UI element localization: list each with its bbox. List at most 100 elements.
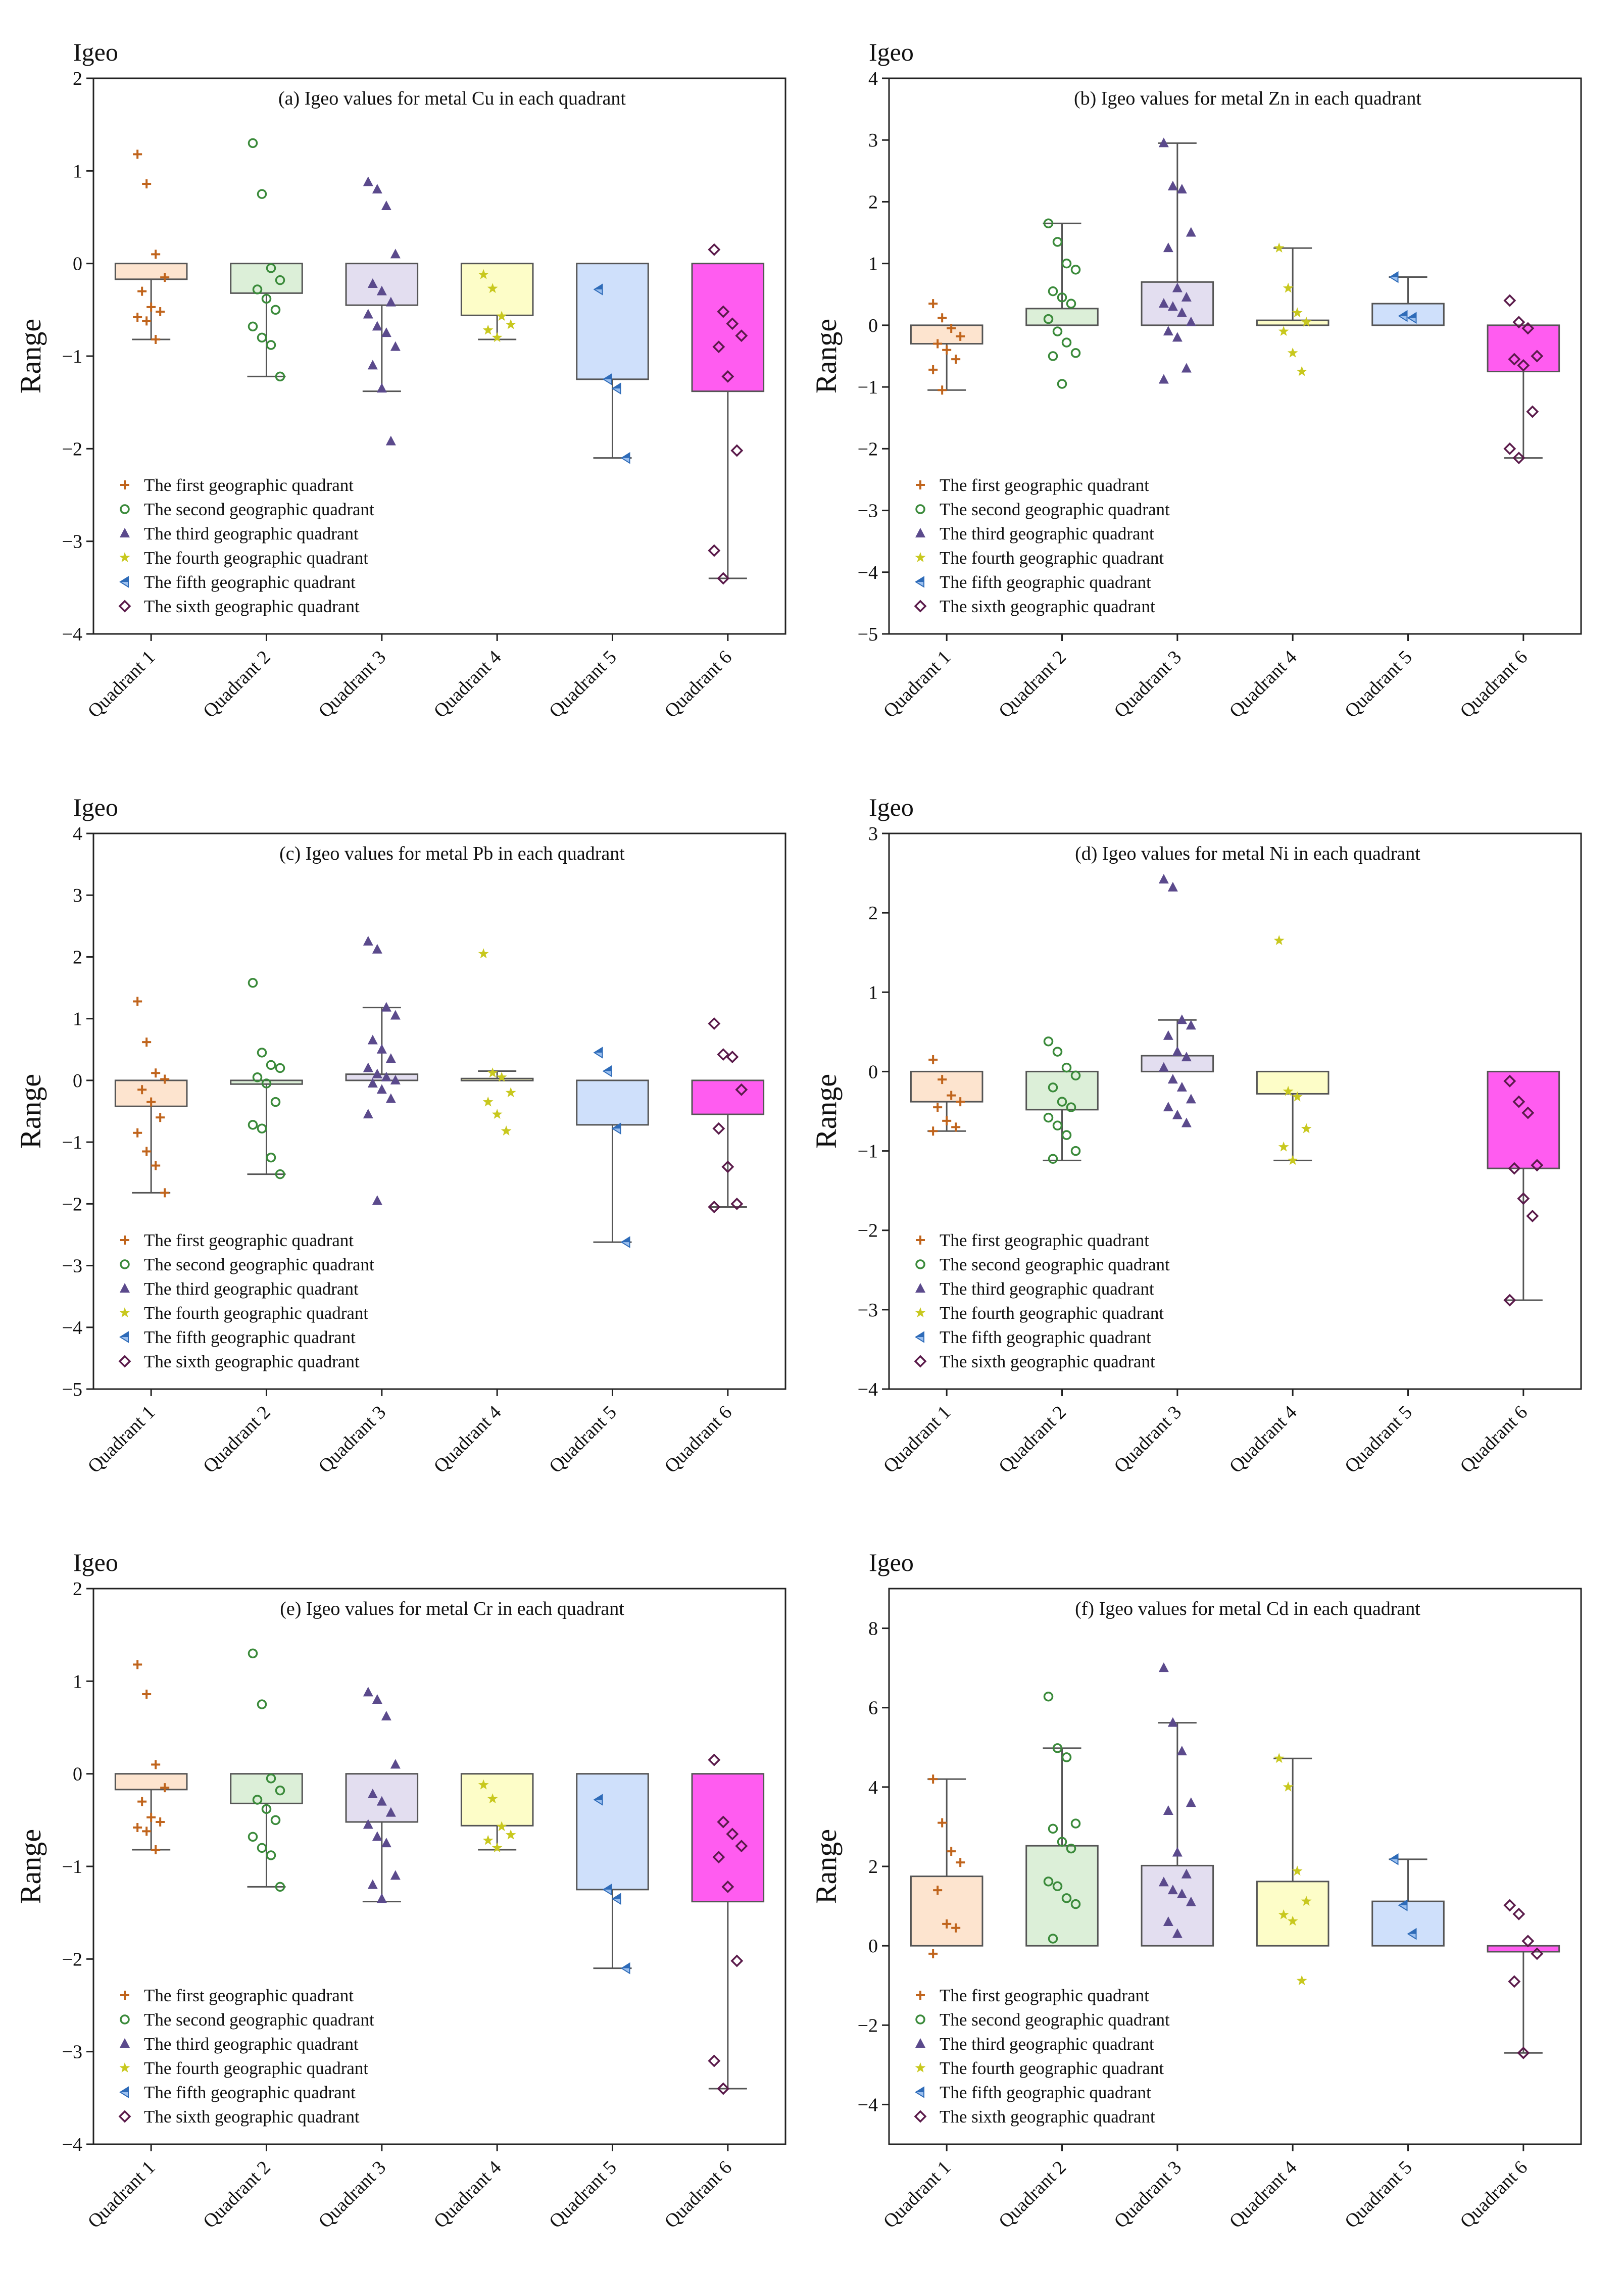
- data-point-q2: [1057, 1837, 1067, 1847]
- data-point-q4: [496, 1821, 507, 1832]
- data-point-q1: [933, 339, 943, 349]
- data-point-q4: [1278, 1141, 1289, 1152]
- legend-label: The third geographic quadrant: [940, 1279, 1154, 1299]
- x-tick-label: Quadrant 1: [879, 2157, 955, 2233]
- legend-label: The first geographic quadrant: [144, 1986, 354, 2005]
- y-tick-label: −1: [62, 346, 82, 367]
- data-point-q6: [708, 243, 721, 256]
- legend-marker-5: [120, 2087, 128, 2092]
- data-point-q1: [156, 1817, 165, 1827]
- legend-label: The sixth geographic quadrant: [144, 2107, 360, 2127]
- data-point-q4: [491, 332, 503, 342]
- box-q3: [345, 263, 419, 306]
- data-point-q3: [1176, 1746, 1187, 1756]
- data-point-q6: [1512, 1907, 1525, 1920]
- data-point-q1: [156, 307, 165, 316]
- data-point-q3: [1158, 298, 1169, 308]
- data-point-q4: [1292, 1865, 1303, 1876]
- plot-frame: [888, 77, 1582, 635]
- x-tick-label: Quadrant 3: [1110, 647, 1186, 722]
- legend-marker-3: [915, 528, 925, 537]
- legend-marker-4: [119, 2062, 130, 2072]
- plot-frame: [92, 77, 786, 635]
- plot-frame: [888, 1588, 1582, 2145]
- data-point-q4: [501, 1125, 512, 1136]
- data-point-q2: [266, 1850, 276, 1860]
- data-point-q5: [594, 1047, 603, 1053]
- y-tick-label: 6: [868, 1698, 878, 1719]
- legend-marker-3: [915, 1283, 925, 1293]
- data-point-q1: [947, 1091, 956, 1100]
- data-point-q3: [1176, 1014, 1187, 1024]
- data-point-q4: [1296, 1975, 1307, 1986]
- data-point-q3: [367, 1789, 378, 1798]
- x-tick-label: Quadrant 3: [314, 647, 390, 722]
- box-q4: [460, 1773, 534, 1827]
- legend-marker-6: [914, 2110, 927, 2123]
- data-point-q2: [1066, 1843, 1076, 1854]
- legend-marker-3: [915, 2038, 925, 2048]
- data-point-q3: [1176, 307, 1187, 317]
- y-tick-label: −4: [858, 562, 878, 583]
- igeo-label: Igeo: [73, 793, 118, 821]
- chart-title: (f) Igeo values for metal Cd in each qua…: [1075, 1598, 1420, 1619]
- data-point-q3: [1163, 326, 1173, 336]
- data-point-q2: [261, 1804, 272, 1814]
- data-point-q3: [1172, 1046, 1183, 1056]
- legend-marker-5: [120, 1332, 128, 1337]
- data-point-q3: [381, 327, 391, 337]
- data-point-q3: [363, 1819, 373, 1829]
- data-point-q2: [275, 1063, 285, 1073]
- box-q5: [576, 1079, 649, 1126]
- data-point-q6: [717, 1815, 730, 1829]
- x-tick-label: Quadrant 5: [545, 1402, 621, 1477]
- x-tick-label: Quadrant 1: [84, 2157, 160, 2233]
- y-tick-label: 0: [73, 254, 82, 275]
- data-point-q2: [261, 293, 272, 304]
- data-point-q6: [717, 2082, 730, 2095]
- legend-marker-4: [915, 2062, 926, 2072]
- data-point-q4: [1287, 347, 1298, 358]
- chart-title: (d) Igeo values for metal Ni in each qua…: [1075, 843, 1420, 864]
- box-q2: [1025, 1070, 1099, 1111]
- y-tick-label: −3: [858, 501, 878, 522]
- data-point-q1: [938, 1818, 947, 1828]
- y-axis-label: Range: [810, 319, 843, 393]
- data-point-q2: [252, 284, 263, 294]
- data-point-q1: [151, 1845, 161, 1854]
- y-tick-label: 4: [73, 823, 82, 845]
- x-tick-label: Quadrant 6: [660, 647, 736, 722]
- data-point-q2: [1048, 1154, 1058, 1164]
- plot-frame: [92, 1588, 786, 2145]
- data-point-q4: [505, 1087, 516, 1098]
- data-point-q1: [160, 1188, 170, 1198]
- data-point-q3: [1167, 881, 1178, 892]
- legend-label: The second geographic quadrant: [940, 2010, 1170, 2030]
- legend-label: The fifth geographic quadrant: [940, 2083, 1151, 2102]
- legend-marker-6: [118, 1355, 131, 1368]
- legend-label: The third geographic quadrant: [144, 1279, 359, 1299]
- data-point-q6: [1526, 1209, 1539, 1222]
- igeo-label: Igeo: [869, 1548, 914, 1576]
- data-point-q1: [146, 1812, 156, 1822]
- plot-frame: [92, 832, 786, 1390]
- x-tick-label: Quadrant 6: [1456, 1402, 1532, 1477]
- y-tick-label: 8: [868, 1618, 878, 1640]
- y-tick-label: −4: [858, 2094, 878, 2115]
- data-point-q6: [730, 1954, 744, 1967]
- data-point-q2: [266, 1152, 276, 1163]
- data-point-q6: [717, 1048, 730, 1061]
- box-q1: [910, 1876, 983, 1947]
- legend-label: The first geographic quadrant: [940, 1230, 1149, 1250]
- data-point-q1: [956, 1097, 965, 1107]
- data-point-q3: [1172, 1847, 1183, 1857]
- box-q5: [576, 263, 649, 380]
- y-tick-label: 1: [73, 161, 82, 182]
- data-point-q5: [621, 1963, 630, 1968]
- y-tick-label: −5: [858, 624, 878, 645]
- data-point-q3: [1172, 1928, 1183, 1938]
- y-tick-label: 0: [868, 315, 878, 336]
- legend-marker-4: [915, 1307, 926, 1317]
- legend-marker-5: [916, 1332, 924, 1337]
- data-point-q2: [248, 978, 258, 988]
